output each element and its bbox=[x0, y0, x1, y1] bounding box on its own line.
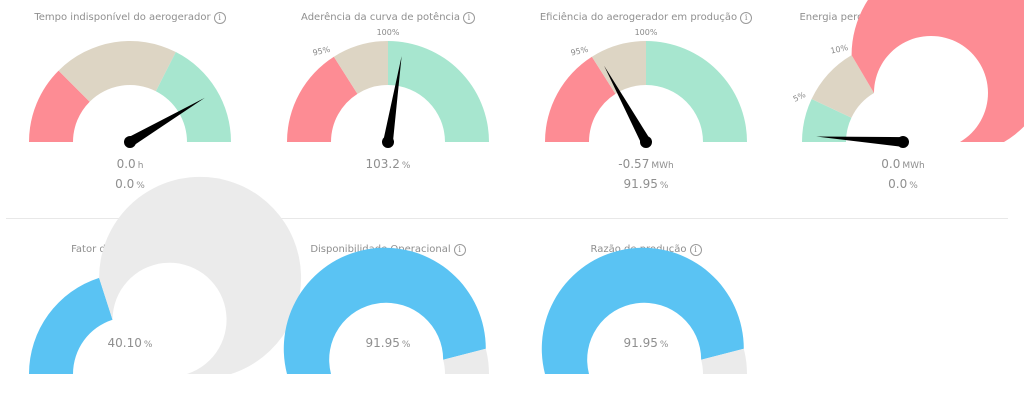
gauge-chart: 95% 100% bbox=[287, 28, 489, 148]
gauge-needle-pivot bbox=[897, 136, 909, 148]
gauge-title: Tempo indisponível do aerogerador i bbox=[10, 12, 250, 24]
gauge-segment-green bbox=[155, 52, 231, 142]
gauge-value-primary: 103.2% bbox=[365, 157, 411, 171]
info-icon[interactable]: i bbox=[453, 244, 466, 256]
info-icon[interactable]: i bbox=[213, 12, 226, 24]
gauge-needle bbox=[383, 56, 402, 143]
gauge-segment-green bbox=[388, 41, 489, 142]
gauge-segment-blue bbox=[541, 247, 744, 374]
gauge-segment-red bbox=[545, 56, 616, 142]
gauge-segment-blue bbox=[29, 277, 113, 374]
gauge-needle-pivot bbox=[124, 136, 136, 148]
gauge-title: Aderência da curva de potência i bbox=[268, 12, 508, 24]
gauge-chart: 5% 10% bbox=[792, 0, 1024, 148]
gauge-chart bbox=[283, 247, 489, 374]
gauge-value-primary: 91.95% bbox=[365, 336, 411, 350]
gauge-value-secondary: 0.0% bbox=[115, 177, 145, 191]
info-icon[interactable]: i bbox=[740, 12, 753, 24]
gauge-title: Eficiência do aerogerador em produção i bbox=[526, 12, 766, 24]
gauge-segment-grey bbox=[443, 348, 489, 374]
gauge-chart bbox=[29, 176, 302, 374]
gauge-segment-green bbox=[646, 41, 747, 142]
gauge-value-primary: 40.10% bbox=[107, 336, 153, 350]
gauge-value-primary: 0.0 h bbox=[116, 157, 144, 171]
gauge-segment-grey bbox=[701, 348, 747, 374]
gauge-segment-beige bbox=[591, 41, 646, 94]
gauge-segment-grey bbox=[99, 176, 302, 374]
gauge-needle bbox=[816, 136, 904, 147]
gauge-value-primary: 0.0 MWh bbox=[881, 157, 925, 171]
gauge-value-primary: 91.95% bbox=[623, 336, 669, 350]
gauge-chart bbox=[29, 41, 231, 148]
gauge-needle bbox=[127, 97, 205, 147]
gauge-chart bbox=[541, 247, 747, 374]
gauge-tick-label: 95% bbox=[570, 45, 590, 58]
gauge-segment-beige bbox=[58, 41, 176, 102]
gauge-needle bbox=[604, 65, 651, 145]
gauge-segment-blue bbox=[283, 247, 486, 374]
gauge-tick-label: 5% bbox=[792, 90, 808, 104]
gauge-segment-green bbox=[802, 98, 852, 142]
info-icon[interactable]: i bbox=[689, 244, 702, 256]
gauge-needle-pivot bbox=[640, 136, 652, 148]
gauge-tick-label: 95% bbox=[312, 45, 332, 58]
gauge-segment-beige bbox=[811, 55, 874, 118]
gauge-segment-red bbox=[287, 56, 358, 142]
gauge-needle-pivot bbox=[382, 136, 394, 148]
gauge-tick-label: 10% bbox=[830, 43, 850, 56]
gauge-chart: 95% 100% bbox=[545, 28, 747, 148]
info-icon[interactable]: i bbox=[462, 12, 475, 24]
gauge-value-secondary: 0.0% bbox=[888, 177, 918, 191]
gauge-tick-label: 100% bbox=[635, 28, 658, 37]
gauge-tick-label: 100% bbox=[377, 28, 400, 37]
gauge-segment-red bbox=[851, 0, 1024, 142]
gauge-segment-beige bbox=[333, 41, 388, 94]
gauge-value-secondary: 91.95% bbox=[623, 177, 669, 191]
gauge-value-primary: -0.57 MWh bbox=[618, 157, 674, 171]
section-divider bbox=[6, 218, 1008, 219]
gauge-segment-red bbox=[29, 70, 90, 142]
